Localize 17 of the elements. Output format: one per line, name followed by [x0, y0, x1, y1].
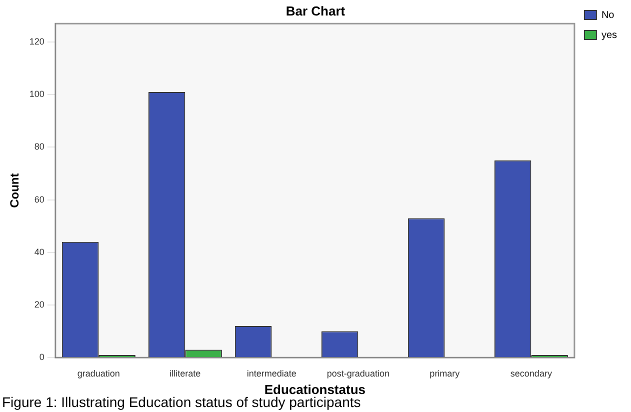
chart-title: Bar Chart: [286, 3, 346, 18]
x-tick-label: illiterate: [170, 368, 201, 378]
y-tick-label: 80: [34, 142, 44, 152]
x-tick-label: primary: [430, 368, 460, 378]
y-tick-label: 0: [39, 352, 44, 362]
x-tick-label: secondary: [510, 368, 552, 378]
y-axis-title: Count: [8, 173, 22, 208]
legend-label: yes: [601, 30, 617, 41]
x-tick-label: intermediate: [246, 368, 296, 378]
x-tick-label: graduation: [77, 368, 120, 378]
y-tick-label: 60: [34, 194, 44, 204]
legend-label: No: [601, 10, 615, 21]
y-tick-label: 20: [34, 299, 44, 310]
y-tick-label: 40: [34, 246, 44, 257]
y-tick-label: 100: [29, 89, 44, 100]
x-tick-label: post-graduation: [326, 368, 390, 378]
y-tick-label: 120: [29, 36, 44, 46]
